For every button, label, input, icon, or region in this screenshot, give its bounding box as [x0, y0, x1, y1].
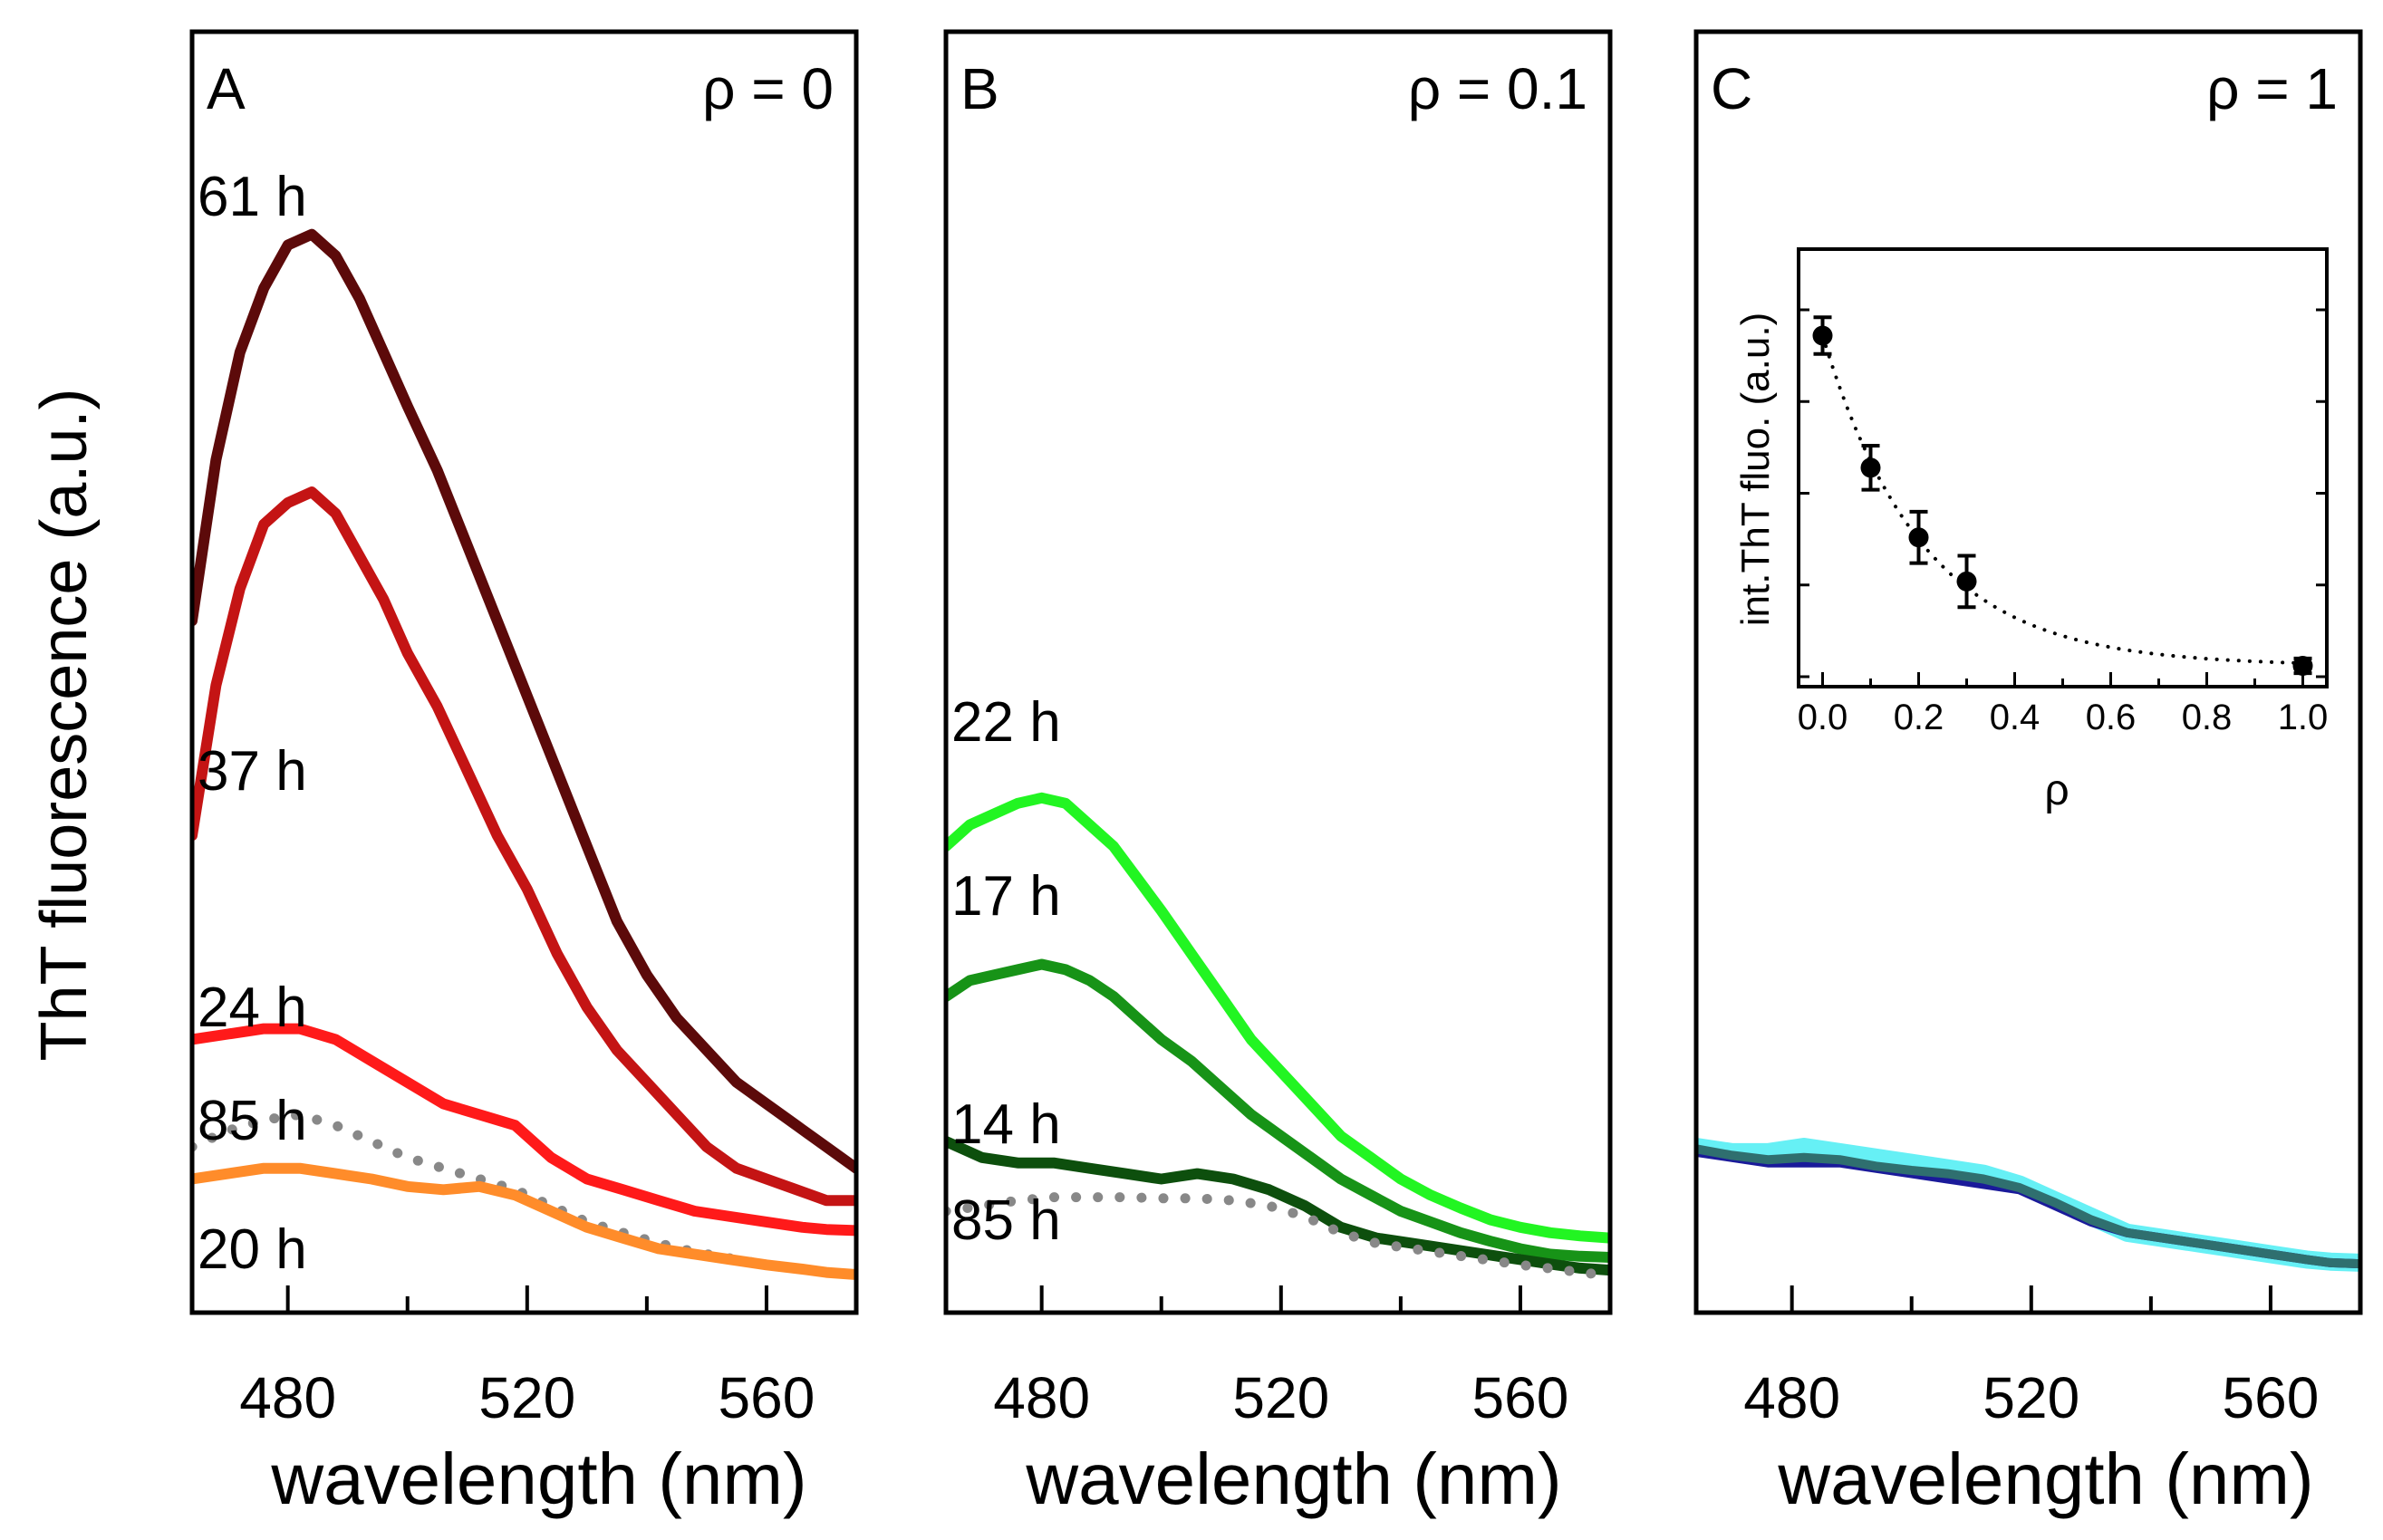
x-tick-label-480: 480: [1743, 1365, 1840, 1430]
series-line-37-h-panel-a: [192, 486, 856, 1207]
inset-x-tick-label-1: 0.2: [1894, 698, 1944, 737]
x-tick-label-560: 560: [2223, 1365, 2320, 1430]
x-tick-label-560: 560: [719, 1365, 815, 1430]
panel-b-series-labels: 22 h 17 h 14 h 85 h: [951, 691, 1061, 1252]
inset-x-axis-label: ρ: [2044, 766, 2069, 814]
inset-data-point-2: [1908, 527, 1929, 548]
inset-ticks: 0.0 0.2 0.4 0.6 0.8 1.0: [1798, 308, 2329, 737]
series-line-trace-3-panel-c: [1696, 1144, 2360, 1269]
panel-c-rho-label: ρ = 1: [2206, 56, 2338, 121]
series-label-85h-a: 85 h: [198, 1090, 307, 1152]
panel-a: A ρ = 0 480 520 560 wavelength (nm) 61 h 3…: [189, 29, 859, 1519]
y-axis-label: ThT fluorescence (a.u.): [28, 389, 101, 1062]
series-line-20-h-panel-a: [192, 1162, 856, 1280]
inset-chart: 0.0 0.2 0.4 0.6 0.8 1.0 int.ThT fluo. (a.u.) …: [1733, 247, 2329, 814]
series-line-24-h-panel-a: [192, 1023, 856, 1237]
x-tick-label-520: 520: [478, 1365, 575, 1430]
series-label-61h: 61 h: [198, 166, 307, 228]
inset-data-point-1: [1860, 457, 1881, 478]
series-line-61-h-panel-a: [192, 228, 856, 1174]
inset-x-tick-label-4: 0.8: [2182, 698, 2233, 737]
panel-b-letter: B: [960, 56, 999, 121]
x-tick-label-560: 560: [1472, 1365, 1569, 1430]
series-line-22-h-panel-b: [946, 792, 1610, 1244]
panel-b-rho-label: ρ = 0.1: [1408, 56, 1587, 121]
series-label-14h: 14 h: [951, 1093, 1061, 1156]
panel-c-frame: [1693, 29, 2363, 1315]
x-tick-label-480: 480: [993, 1365, 1090, 1430]
panel-c-x-axis-label: wavelength (nm): [1777, 1439, 2313, 1519]
panel-a-series-labels: 61 h 37 h 24 h 85 h 20 h: [198, 166, 307, 1281]
panel-b-x-ticks: 480 520 560: [993, 1285, 1568, 1430]
panel-b-frame: [943, 29, 1613, 1315]
x-tick-label-520: 520: [1983, 1365, 2079, 1430]
panel-c-x-ticks: 480 520 560: [1743, 1285, 2319, 1430]
series-label-85h-b: 85 h: [951, 1189, 1061, 1252]
panel-b: B ρ = 0.1 480 520 560 wavelength (nm) 22 h…: [943, 29, 1613, 1519]
inset-x-tick-label-3: 0.6: [2086, 698, 2137, 737]
series-label-22h: 22 h: [951, 691, 1061, 754]
panel-b-x-axis-label: wavelength (nm): [1025, 1439, 1561, 1519]
panel-b-plot-area: [946, 792, 1610, 1281]
panel-a-x-axis-label: wavelength (nm): [270, 1439, 806, 1519]
panel-a-rho-label: ρ = 0: [702, 56, 834, 121]
series-label-20h: 20 h: [198, 1218, 307, 1281]
inset-fit-line: [1820, 333, 2305, 665]
inset-x-tick-label-0: 0.0: [1798, 698, 1848, 737]
series-label-37h: 37 h: [198, 740, 307, 803]
x-tick-label-480: 480: [239, 1365, 336, 1430]
panel-c-plot-area: [1696, 1138, 2360, 1272]
panel-c: C ρ = 1 480 520 560 wavelength (nm): [1693, 29, 2363, 1519]
inset-x-tick-label-5: 1.0: [2278, 698, 2329, 737]
inset-x-tick-label-2: 0.4: [1990, 698, 2041, 737]
x-tick-label-520: 520: [1232, 1365, 1329, 1430]
series-label-17h: 17 h: [951, 865, 1061, 928]
inset-y-axis-label: int.ThT fluo. (a.u.): [1733, 313, 1778, 626]
panel-a-letter: A: [207, 56, 246, 121]
series-line-17-h-panel-b: [946, 958, 1610, 1263]
inset-data-point-4: [2292, 656, 2313, 676]
panel-a-x-ticks: 480 520 560: [239, 1285, 815, 1430]
inset-data-point-0: [1812, 325, 1833, 346]
series-label-24h: 24 h: [198, 977, 307, 1039]
panel-a-plot-area: [192, 228, 856, 1280]
panel-a-frame: [189, 29, 859, 1315]
inset-plot-area: [1812, 315, 2313, 676]
inset-data-point-3: [1956, 571, 1977, 592]
panel-c-letter: C: [1711, 56, 1752, 121]
series-line-14-h-panel-b: [946, 1136, 1610, 1276]
